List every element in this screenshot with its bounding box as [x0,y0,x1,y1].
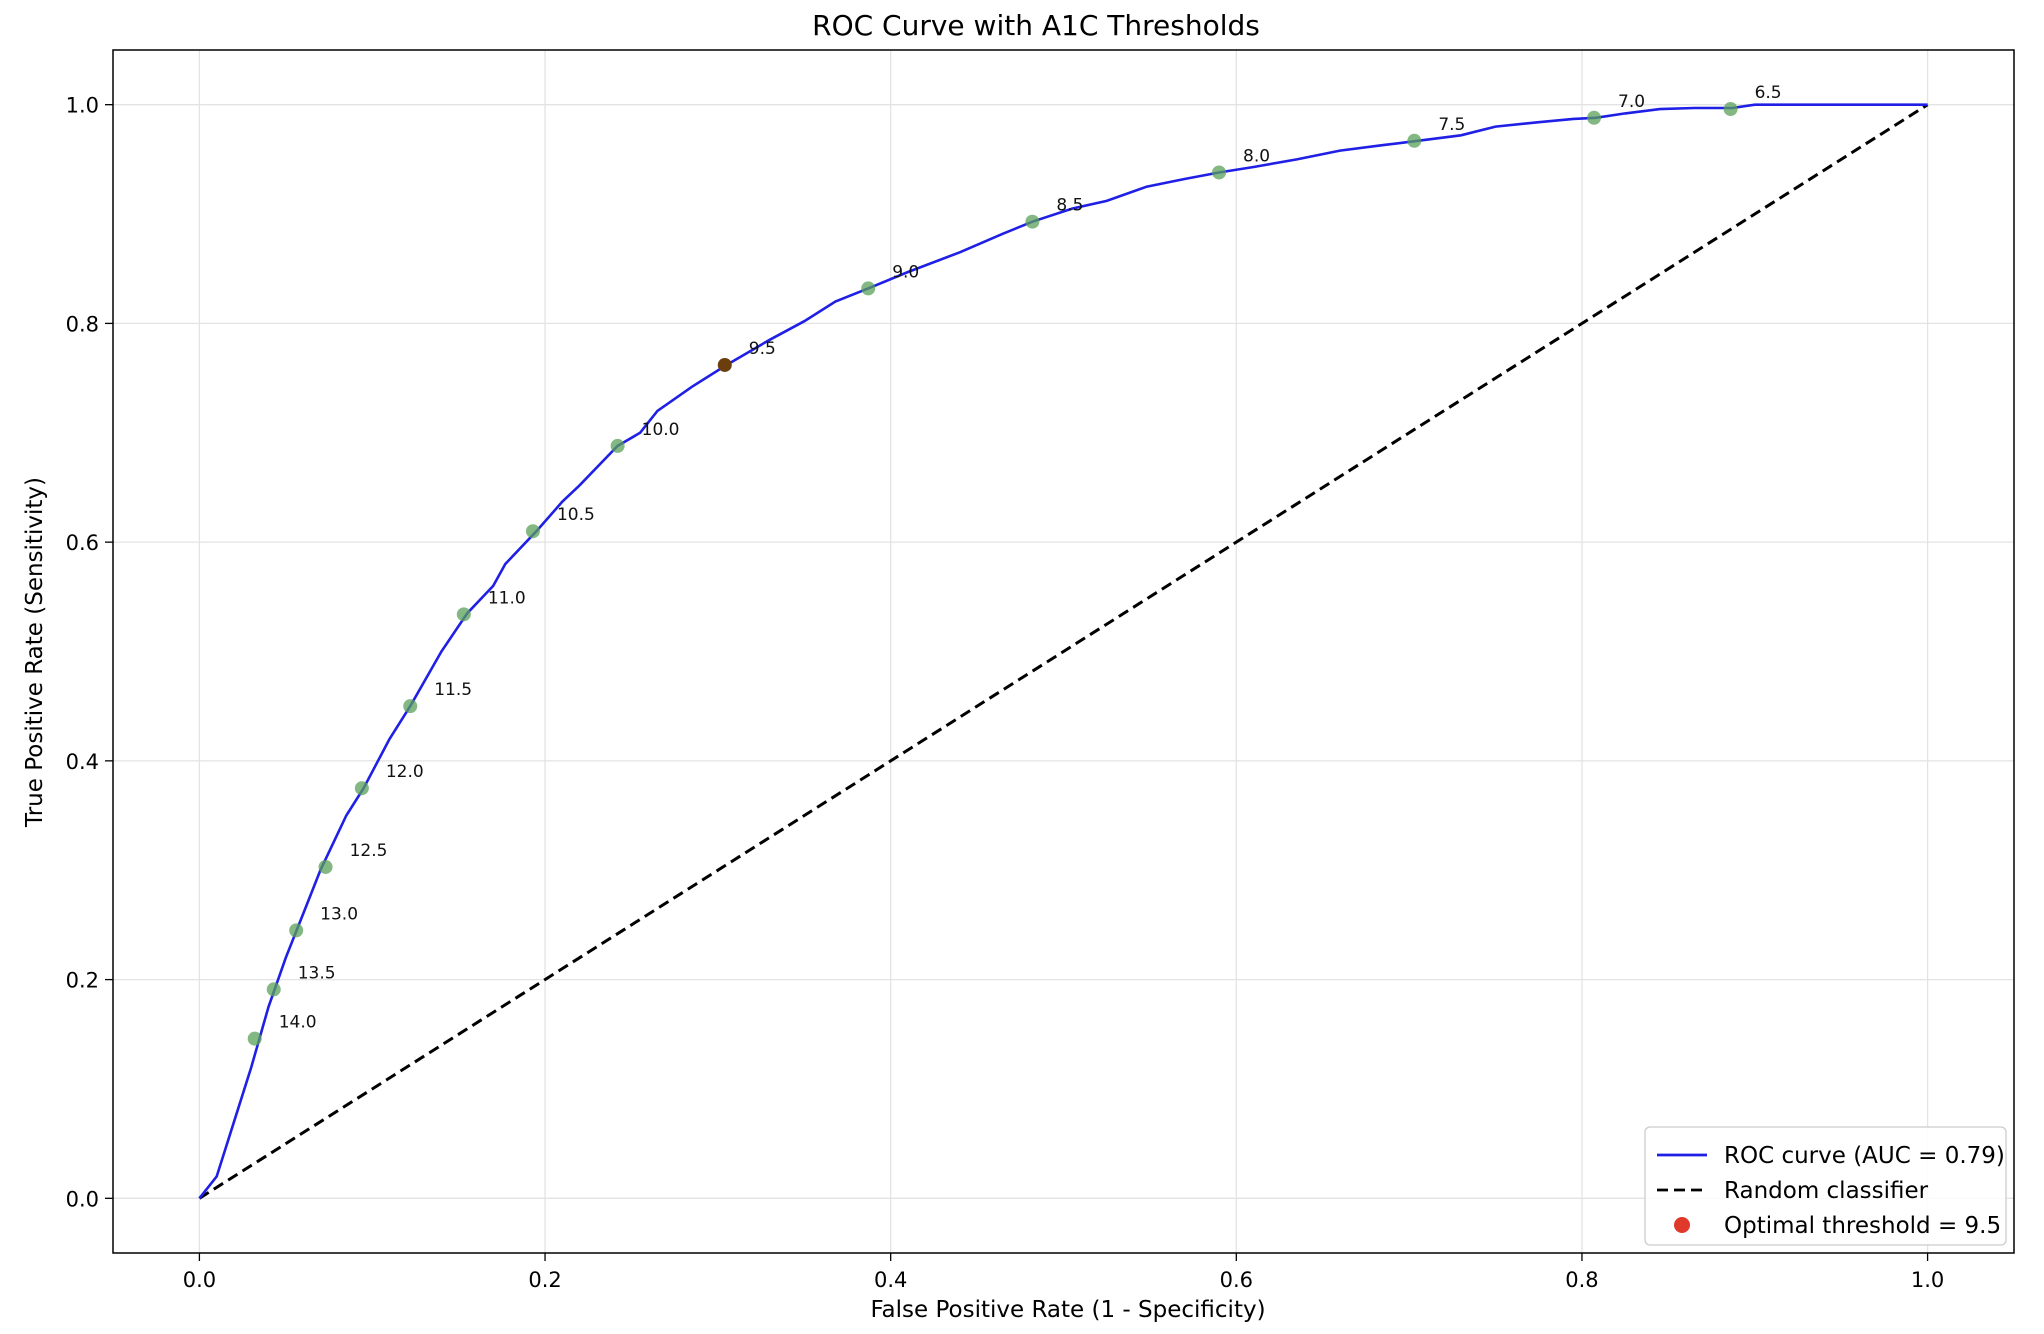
x-tick-label: 0.0 [183,1268,216,1292]
axes: 0.0 0.2 0.4 0.6 0.8 1.0 0.0 0.2 0.4 0.6 0.8 1.0 [66,49,2015,1292]
threshold-marker [1212,165,1227,180]
legend-label: ROC curve (AUC = 0.79) [1724,1143,2005,1169]
threshold-marker [861,281,876,296]
threshold-marker [525,524,540,539]
y-tick-label: 0.6 [66,531,99,555]
threshold-label: 11.0 [488,588,526,608]
threshold-marker [456,607,471,622]
threshold-label: 13.0 [320,904,358,924]
x-tick-label: 0.6 [1220,1268,1253,1292]
threshold-label: 13.5 [298,963,336,983]
threshold-label: 12.0 [386,762,424,782]
threshold-marker [610,438,625,453]
threshold-label: 11.5 [434,680,472,700]
x-tick-label: 1.0 [1911,1268,1944,1292]
threshold-label: 9.0 [892,262,919,282]
threshold-marker [1587,110,1602,125]
plot-frame [112,49,2015,1254]
threshold-label: 7.0 [1618,92,1645,112]
threshold-marker [354,781,369,796]
threshold-marker [266,982,281,997]
legend-label: Optimal threshold = 9.5 [1724,1213,2001,1239]
legend-label: Random classifier [1724,1178,1929,1204]
roc-curve-layer [198,103,1928,1200]
roc-curve-line [198,103,1928,1200]
legend-box [1644,1126,2007,1246]
random-classifier-line [198,103,1929,1200]
y-tick-label: 0.8 [66,312,99,336]
x-tick-label: 0.2 [528,1268,561,1292]
threshold-label: 9.5 [749,339,776,359]
y-tick-label: 1.0 [66,94,99,118]
y-tick-label: 0.2 [66,969,99,993]
x-axis-label: False Positive Rate (1 - Specificity) [870,1297,1265,1323]
legend-optimal-swatch [1674,1217,1690,1233]
threshold-marker [1723,102,1738,117]
x-tick-label: 0.8 [1565,1268,1598,1292]
threshold-label: 7.5 [1438,115,1465,135]
threshold-marker [1407,133,1422,148]
threshold-marker [289,923,304,938]
grid-lines [113,50,2014,1253]
threshold-marker [1025,214,1040,229]
y-tick-label: 0.4 [66,750,99,774]
chart-title: ROC Curve with A1C Thresholds [812,9,1260,42]
random-classifier-line-layer [198,103,1929,1200]
threshold-label: 12.5 [350,841,388,861]
threshold-label: 8.5 [1056,196,1083,216]
threshold-marker [403,699,418,714]
y-axis-label: True Positive Rate (Sensitivity) [22,477,48,828]
threshold-label: 6.5 [1755,83,1782,103]
threshold-label: 14.0 [279,1013,317,1033]
threshold-label: 10.0 [642,420,680,440]
x-tick-label: 0.4 [874,1268,907,1292]
optimal-threshold-marker [717,357,732,372]
threshold-label: 10.5 [557,505,595,525]
y-tick-label: 0.0 [66,1187,99,1211]
threshold-markers: 14.0 13.5 13.0 12.5 12.0 11.5 11.0 10.5 10.0 9.5 9… [247,83,1782,1046]
threshold-marker [318,859,333,874]
legend: ROC curve (AUC = 0.79) Random classifier O… [1644,1126,2007,1246]
threshold-marker [247,1031,262,1046]
threshold-label: 8.0 [1243,146,1270,166]
